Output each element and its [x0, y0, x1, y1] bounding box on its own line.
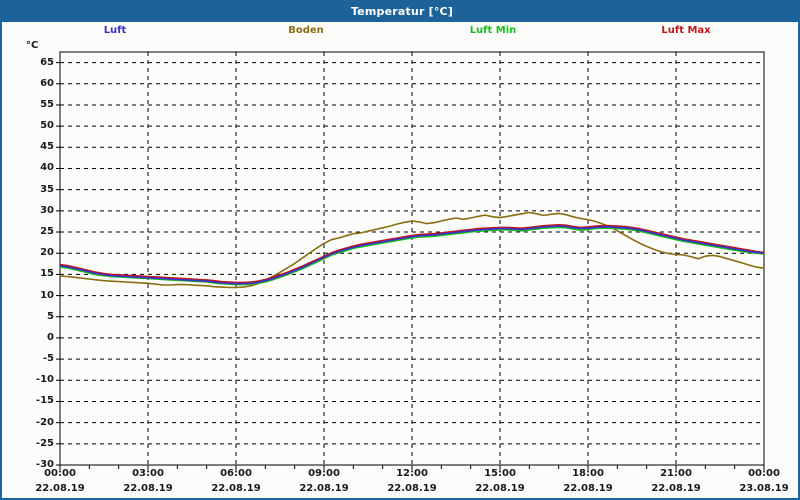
y-tick-label: 35 [40, 183, 54, 195]
y-tick-label: 40 [40, 162, 54, 174]
y-tick-label: 60 [40, 77, 54, 89]
x-tick-date: 22.08.19 [299, 483, 349, 494]
x-tick-time: 06:00 [220, 468, 252, 479]
y-tick-label: 25 [40, 226, 54, 238]
x-tick-date: 22.08.19 [123, 483, 173, 494]
series-line-boden [59, 211, 765, 289]
x-tick-date: 22.08.19 [387, 483, 437, 494]
x-tick-date: 23.08.19 [739, 483, 789, 494]
series-line-luft [59, 225, 765, 285]
legend-item-luft-max[interactable]: Luft Max [661, 25, 711, 36]
legend-item-luft-min[interactable]: Luft Min [469, 25, 517, 36]
y-tick-label: 30 [40, 204, 54, 216]
x-axis-ticks [59, 465, 765, 470]
y-tick-label: 50 [40, 120, 54, 132]
window-title: Temperatur [°C] [2, 2, 798, 22]
y-tick-label: -10 [35, 374, 54, 386]
y-tick-label: 15 [40, 268, 54, 280]
legend-item-boden[interactable]: Boden [288, 25, 324, 36]
x-tick-date: 22.08.19 [35, 483, 85, 494]
x-tick-date: 22.08.19 [475, 483, 525, 494]
y-tick-label: -15 [35, 395, 54, 407]
y-tick-label: 65 [40, 56, 54, 68]
x-tick-time: 12:00 [396, 468, 428, 479]
x-tick-date: 22.08.19 [563, 483, 613, 494]
x-tick-date: 22.08.19 [211, 483, 261, 494]
x-tick-time: 15:00 [484, 468, 516, 479]
x-tick-date: 22.08.19 [651, 483, 701, 494]
gridlines-vertical [147, 52, 677, 465]
y-tick-label: 10 [40, 289, 54, 301]
series-line-luft-max [59, 224, 765, 284]
x-tick-time: 00:00 [44, 468, 76, 479]
plot-background [60, 52, 764, 465]
y-tick-label: -25 [35, 437, 54, 449]
y-axis-ticks [56, 62, 60, 466]
y-tick-label: -20 [35, 416, 54, 428]
y-tick-label: 20 [40, 247, 54, 259]
legend-item-luft[interactable]: Luft [103, 25, 127, 36]
y-tick-label: 45 [40, 141, 54, 153]
x-tick-time: 03:00 [132, 468, 164, 479]
y-tick-label: 5 [47, 310, 54, 322]
x-tick-time: 18:00 [572, 468, 604, 479]
x-tick-time: 00:00 [748, 468, 780, 479]
x-tick-time: 09:00 [308, 468, 340, 479]
y-tick-label: -30 [35, 459, 54, 470]
y-tick-label: -5 [42, 353, 54, 365]
x-tick-time: 21:00 [660, 468, 692, 479]
y-tick-label: 0 [47, 331, 54, 343]
y-tick-label: 55 [40, 98, 54, 110]
chart-legend: Luft Boden Luft Min Luft Max [2, 24, 798, 40]
y-axis-unit-label: °C [26, 40, 39, 51]
